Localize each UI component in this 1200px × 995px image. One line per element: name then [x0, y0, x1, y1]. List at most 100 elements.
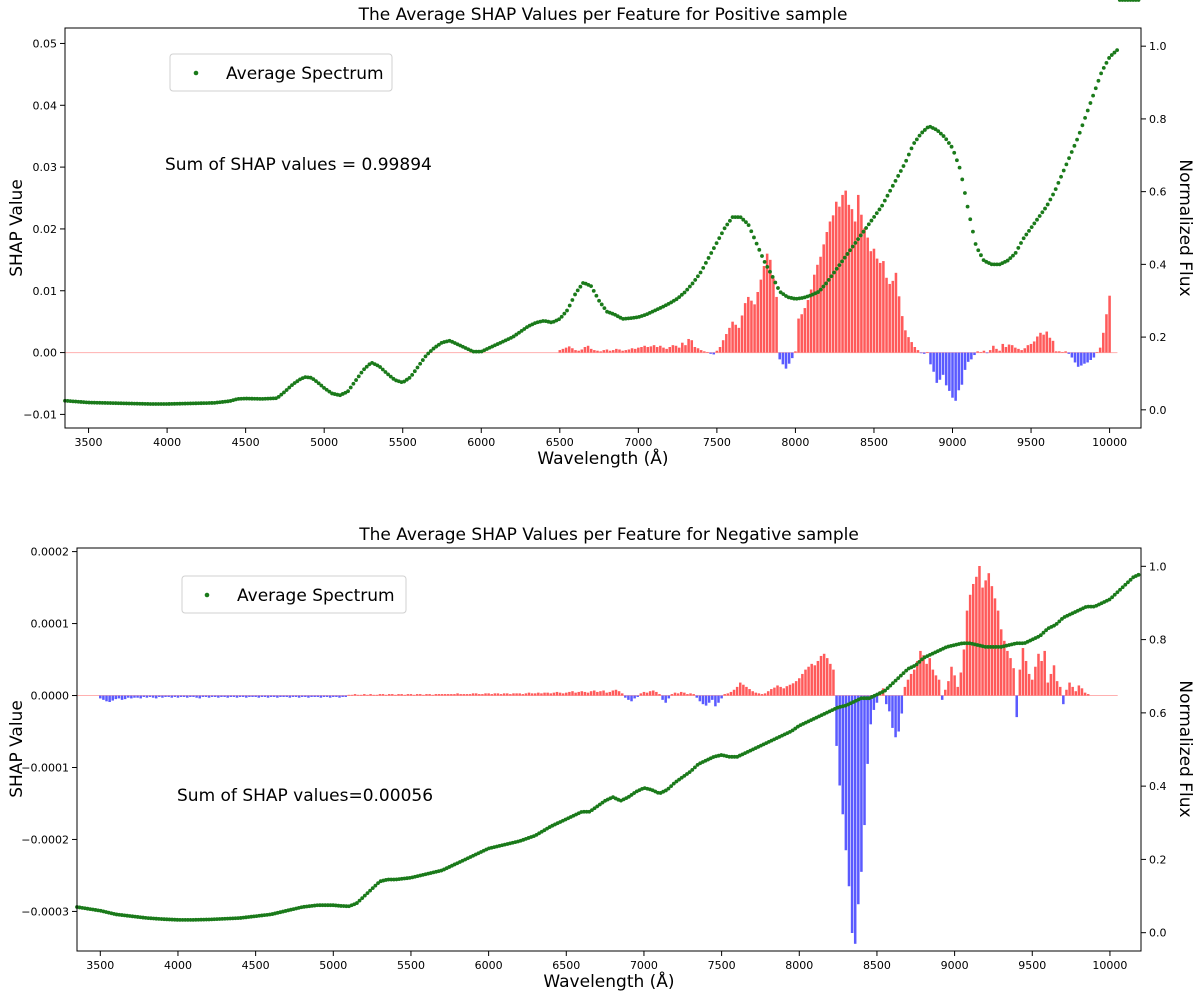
- shap-bar-positive: [692, 694, 695, 696]
- spectrum-point: [685, 772, 689, 776]
- shap-bar-positive: [683, 692, 686, 696]
- shap-bar-positive: [676, 693, 680, 696]
- shap-bar-positive: [822, 244, 825, 353]
- y-tick-label: 0.02: [33, 223, 58, 236]
- spectrum-point: [1015, 641, 1019, 646]
- spectrum-point: [175, 917, 180, 922]
- spectrum-point: [821, 284, 826, 289]
- spectrum-point: [565, 308, 569, 313]
- spectrum-point: [1051, 192, 1055, 197]
- shap-bar-positive: [813, 274, 816, 353]
- spectrum-point: [914, 662, 919, 667]
- spectrum-point: [196, 917, 201, 922]
- shap-bar-positive: [1045, 331, 1049, 353]
- spectrum-point: [917, 133, 922, 138]
- spectrum-point: [196, 401, 201, 406]
- shap-bar-positive: [806, 300, 810, 353]
- shap-bar-positive: [509, 694, 512, 696]
- y2-tick-label: 0.8: [1149, 113, 1167, 126]
- spectrum-point: [869, 218, 874, 223]
- shap-bar-positive: [1027, 673, 1031, 696]
- shap-bar-negative: [332, 695, 335, 697]
- spectrum-point: [949, 144, 954, 149]
- shap-bar-negative: [182, 695, 186, 697]
- shap-bar-positive: [655, 691, 658, 696]
- shap-bar-negative: [133, 695, 136, 698]
- x-tick-label: 8500: [860, 436, 888, 449]
- shap-bar-positive: [916, 350, 920, 353]
- shap-bar-negative: [220, 695, 223, 697]
- spectrum-point: [180, 401, 185, 406]
- shap-bar-positive: [740, 315, 744, 353]
- shap-bar-positive: [696, 348, 700, 353]
- spectrum-point: [1053, 187, 1058, 191]
- spectrum-point: [768, 269, 772, 274]
- shap-bar-negative: [960, 352, 964, 385]
- shap-bar-positive: [903, 686, 907, 696]
- shap-bar-positive: [926, 351, 929, 353]
- spectrum-point: [1083, 115, 1087, 120]
- spectrum-point: [861, 229, 866, 234]
- spectrum-point: [725, 222, 730, 227]
- spectrum-point: [714, 241, 719, 246]
- spectrum-point: [1035, 217, 1039, 222]
- spectrum-point: [591, 288, 596, 293]
- y-tick-label: −0.01: [23, 408, 57, 421]
- shap-bar-positive: [686, 694, 689, 696]
- spectrum-point: [1067, 156, 1071, 161]
- spectrum-point: [1038, 633, 1043, 638]
- shap-bar-negative: [951, 352, 954, 398]
- shap-bar-positive: [589, 348, 593, 353]
- spectrum-point: [858, 233, 863, 238]
- spectrum-point: [730, 215, 735, 219]
- spectrum-point: [677, 777, 681, 782]
- shap-bar-positive: [825, 658, 829, 696]
- shap-bar-positive: [1007, 344, 1011, 353]
- y-tick-label: 0.0002: [31, 546, 70, 559]
- y-tick-label: 0.0001: [31, 618, 70, 631]
- spectrum-point: [1057, 619, 1062, 624]
- shap-bar-positive: [347, 694, 351, 696]
- spectrum-point: [1075, 137, 1079, 142]
- shap-bar-negative: [105, 695, 108, 702]
- shap-bar-negative: [963, 352, 967, 370]
- spectrum-point: [1027, 228, 1031, 233]
- shap-bar-positive: [527, 692, 531, 696]
- shap-bar-negative: [282, 695, 285, 697]
- shap-bar-positive: [998, 350, 1001, 353]
- shap-bar-positive: [652, 690, 655, 696]
- shap-bar-positive: [731, 321, 734, 353]
- shap-bar-positive: [810, 663, 813, 696]
- spectrum-point: [1043, 206, 1047, 211]
- shap-bar-negative: [291, 695, 295, 697]
- spectrum-point: [378, 365, 382, 369]
- shap-bar-negative: [1086, 352, 1089, 363]
- x-tick-label: 8500: [863, 959, 891, 972]
- spectrum-point: [818, 287, 823, 292]
- shap-bar-positive: [687, 338, 690, 353]
- spectrum-point: [920, 657, 924, 662]
- shap-bar-positive: [850, 209, 854, 353]
- axes-frame: [64, 27, 1142, 429]
- shap-bar-positive: [718, 347, 722, 353]
- spectrum-point: [103, 401, 107, 405]
- shap-bar-negative: [210, 695, 214, 697]
- x-tick-label: 10000: [1092, 959, 1127, 972]
- shap-bar-negative: [1083, 352, 1086, 364]
- shap-bar-positive: [693, 347, 697, 353]
- shap-bar-positive: [925, 663, 928, 696]
- shap-bar-positive: [459, 694, 462, 696]
- spectrum-point: [1080, 123, 1085, 128]
- shap-bar-positive: [1049, 673, 1053, 696]
- shap-bar-positive: [807, 666, 810, 696]
- shap-bar-negative: [338, 695, 341, 698]
- spectrum-point: [95, 400, 99, 405]
- spectrum-point: [351, 381, 356, 386]
- spectrum-point: [773, 280, 778, 285]
- spectrum-point: [373, 883, 378, 888]
- chart-title: The Average SHAP Values per Feature for …: [358, 525, 859, 545]
- shap-bar-positive: [897, 296, 901, 353]
- spectrum-point: [729, 754, 734, 759]
- shap-bar-negative: [704, 695, 708, 706]
- shap-bar-negative: [158, 695, 161, 697]
